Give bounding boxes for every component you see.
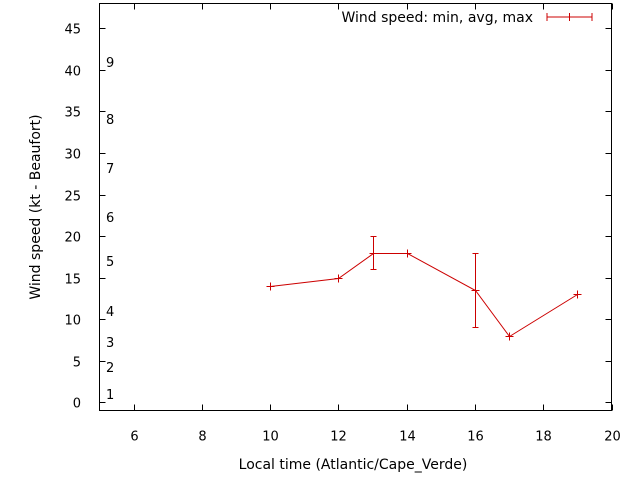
y-tick-label: 40 [64, 65, 81, 80]
plot-frame [99, 3, 612, 411]
beaufort-label: 9 [106, 56, 114, 71]
x-axis-label: Local time (Atlantic/Cape_Verde) [239, 457, 468, 473]
x-tick-label: 14 [399, 430, 416, 445]
x-tick-labels: 6 8 10 12 14 16 18 20 [130, 430, 620, 445]
y-tick-label: 35 [64, 106, 81, 121]
y-axis-label: Wind speed (kt - Beaufort) [28, 114, 44, 299]
y-tick-label: 45 [64, 23, 81, 38]
beaufort-label: 1 [106, 388, 114, 403]
x-tick-label: 16 [467, 430, 484, 445]
y-tick-label: 0 [73, 397, 81, 412]
y-tick-label: 20 [64, 231, 81, 246]
y-tick-label: 15 [64, 273, 81, 288]
y-tick-label: 10 [64, 314, 81, 329]
series-line [270, 253, 578, 338]
x-tick-label: 6 [130, 430, 138, 445]
x-tick-label: 18 [535, 430, 552, 445]
x-tick-label: 20 [604, 430, 621, 445]
beaufort-label: 2 [106, 361, 114, 376]
y-tick-label: 30 [64, 148, 81, 163]
beaufort-label: 8 [106, 113, 114, 128]
y-tick-label: 5 [73, 356, 81, 371]
y-tick-label: 25 [64, 190, 81, 205]
x-tick-label: 8 [198, 430, 206, 445]
beaufort-label: 5 [106, 255, 114, 270]
x-tick-label: 12 [330, 430, 347, 445]
legend-label: Wind speed: min, avg, max [341, 10, 533, 26]
beaufort-labels: 1 2 3 4 5 6 7 8 9 [106, 56, 114, 403]
beaufort-label: 6 [106, 211, 114, 226]
beaufort-label: 7 [106, 162, 114, 177]
axis-ticks [99, 3, 613, 411]
legend: Wind speed: min, avg, max [341, 10, 593, 26]
beaufort-label: 3 [106, 336, 114, 351]
y-tick-labels: 0 5 10 15 20 25 30 35 40 45 [64, 23, 81, 412]
x-tick-label: 10 [262, 430, 279, 445]
beaufort-label: 4 [106, 305, 114, 320]
series-group [266, 236, 582, 341]
